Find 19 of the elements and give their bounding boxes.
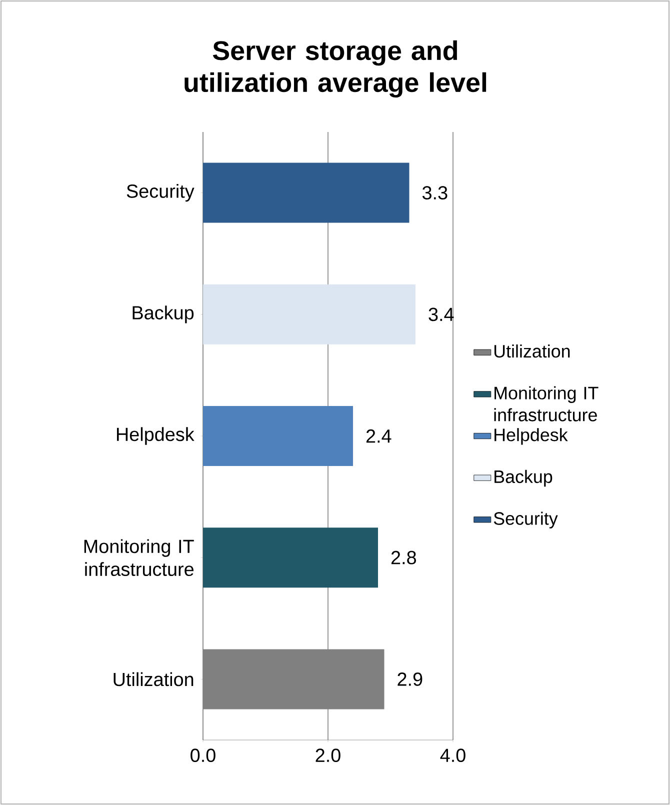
y-tick-label: Helpdesk: [116, 427, 194, 445]
legend-label: Security: [494, 512, 558, 528]
data-label: 2.9: [398, 672, 422, 686]
x-tick-label: 2.0: [316, 748, 340, 762]
y-tick-label: Utilization: [114, 672, 194, 686]
data-label: 3.4: [428, 308, 454, 322]
data-label: 3.3: [422, 186, 448, 200]
x-tick-label: 4.0: [440, 748, 466, 762]
legend-label: Helpdesk: [494, 428, 568, 445]
x-tick-label: 0.0: [190, 748, 216, 762]
y-tick-label: Backup: [132, 306, 194, 324]
data-label: 2.4: [366, 429, 392, 443]
legend-label: Monitoring IT infrastructure: [494, 386, 598, 422]
chart-title: Server storage and utilization average level: [184, 40, 486, 98]
y-tick-label: Monitoring IT infrastructure: [84, 539, 194, 576]
y-tick-label: Security: [126, 184, 194, 202]
legend-label: Utilization: [494, 344, 570, 358]
legend-label: Backup: [494, 470, 552, 487]
data-label: 2.8: [391, 550, 416, 564]
